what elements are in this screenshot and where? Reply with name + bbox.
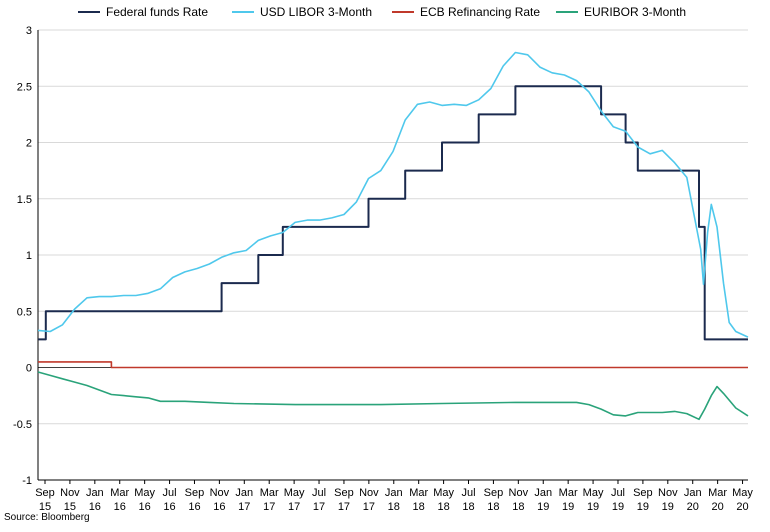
series-line-usd-libor-3-month xyxy=(37,51,749,338)
series-line-euribor-3-month xyxy=(37,371,749,421)
x-tick-label: Jul xyxy=(461,487,475,499)
x-tick-label: 18 xyxy=(388,501,400,513)
x-tick-label: 20 xyxy=(736,501,748,513)
y-tick-label: 3 xyxy=(26,25,32,37)
legend-item: ECB Refinancing Rate xyxy=(392,3,540,21)
legend-swatch xyxy=(392,11,414,13)
x-tick-label: 18 xyxy=(512,501,524,513)
x-tick-label: Sep xyxy=(484,487,504,499)
x-tick-label: 18 xyxy=(437,501,449,513)
x-tick-label: 16 xyxy=(139,501,151,513)
x-tick-label: 18 xyxy=(487,501,499,513)
x-tick-label: Nov xyxy=(60,487,80,499)
y-axis-tick-labels: 3 2.5 2 1.5 1 0.5 0 -0.5 -1 xyxy=(13,25,32,487)
x-tick-label: 16 xyxy=(163,501,175,513)
y-tick-label: -1 xyxy=(22,475,32,487)
x-tick-label: 19 xyxy=(562,501,574,513)
x-tick-label: 17 xyxy=(313,501,325,513)
legend-swatch xyxy=(232,11,254,13)
x-tick-label: Nov xyxy=(359,487,379,499)
y-tick-label: 1.5 xyxy=(17,194,32,206)
x-tick-label: 19 xyxy=(612,501,624,513)
legend-swatch xyxy=(78,11,100,13)
series-line-federal-funds-rate xyxy=(38,85,748,341)
x-tick-label: 17 xyxy=(363,501,375,513)
x-tick-label: 20 xyxy=(687,501,699,513)
x-tick-label: Mar xyxy=(559,487,578,499)
x-tick-label: 16 xyxy=(188,501,200,513)
legend-label: USD LIBOR 3-Month xyxy=(260,5,373,19)
x-tick-label: 19 xyxy=(662,501,674,513)
legend-swatch xyxy=(556,11,578,13)
y-tick-label: 1 xyxy=(26,250,32,262)
x-tick-label: 18 xyxy=(462,501,474,513)
x-tick-label: Sep xyxy=(185,487,205,499)
x-tick-label: 17 xyxy=(238,501,250,513)
x-tick-label: May xyxy=(732,487,753,499)
x-tick-label: Nov xyxy=(509,487,529,499)
x-tick-label: Jan xyxy=(534,487,552,499)
x-axis: Sep 15 Nov 15 Jan 16 Mar 16 May 16 Jul 16 Sep 16 Nov 16… xyxy=(35,479,753,513)
x-tick-label: Nov xyxy=(658,487,678,499)
x-tick-label: Nov xyxy=(210,487,230,499)
x-tick-label: Jan xyxy=(385,487,403,499)
x-tick-label: 19 xyxy=(537,501,549,513)
legend-item: EURIBOR 3-Month xyxy=(556,3,686,21)
x-tick-label: Mar xyxy=(110,487,129,499)
x-tick-label: 18 xyxy=(413,501,425,513)
x-tick-label: 19 xyxy=(637,501,649,513)
legend-item: USD LIBOR 3-Month xyxy=(232,3,372,21)
x-tick-label: Mar xyxy=(409,487,428,499)
x-tick-label: Jan xyxy=(235,487,253,499)
y-tick-label: 0 xyxy=(26,363,32,375)
x-tick-label: 19 xyxy=(587,501,599,513)
x-tick-label: Sep xyxy=(334,487,354,499)
y-tick-label: 2 xyxy=(26,138,32,150)
legend-label: EURIBOR 3-Month xyxy=(584,5,687,19)
x-tick-label: 17 xyxy=(263,501,275,513)
x-tick-label: Mar xyxy=(260,487,279,499)
x-tick-label: May xyxy=(583,487,604,499)
series-line-ecb-refinancing-rate xyxy=(38,361,748,369)
x-tick-label: 15 xyxy=(64,501,76,513)
x-tick-label: 16 xyxy=(114,501,126,513)
x-tick-label: May xyxy=(134,487,155,499)
source-note: Source: Bloomberg xyxy=(4,512,90,523)
x-tick-label: 17 xyxy=(338,501,350,513)
x-tick-label: 17 xyxy=(288,501,300,513)
legend-label: ECB Refinancing Rate xyxy=(420,5,541,19)
x-tick-label: Sep xyxy=(35,487,55,499)
x-tick-label: 16 xyxy=(213,501,225,513)
x-tick-label: 15 xyxy=(39,501,51,513)
x-tick-label: 16 xyxy=(89,501,101,513)
x-tick-label: May xyxy=(284,487,305,499)
x-tick-label: Sep xyxy=(633,487,653,499)
x-tick-label: May xyxy=(433,487,454,499)
y-tick-label: 2.5 xyxy=(17,81,32,93)
x-tick-label: Jan xyxy=(86,487,104,499)
legend-item: Federal funds Rate xyxy=(78,3,208,21)
y-tick-label: 0.5 xyxy=(17,306,32,318)
y-tick-label: -0.5 xyxy=(13,419,32,431)
x-tick-label: Jul xyxy=(312,487,326,499)
legend-label: Federal funds Rate xyxy=(106,5,209,19)
x-tick-label: 20 xyxy=(712,501,724,513)
x-tick-label: Mar xyxy=(708,487,727,499)
x-tick-label: Jan xyxy=(684,487,702,499)
x-tick-label: Jul xyxy=(611,487,625,499)
series-lines xyxy=(37,51,749,421)
x-tick-label: Jul xyxy=(163,487,177,499)
